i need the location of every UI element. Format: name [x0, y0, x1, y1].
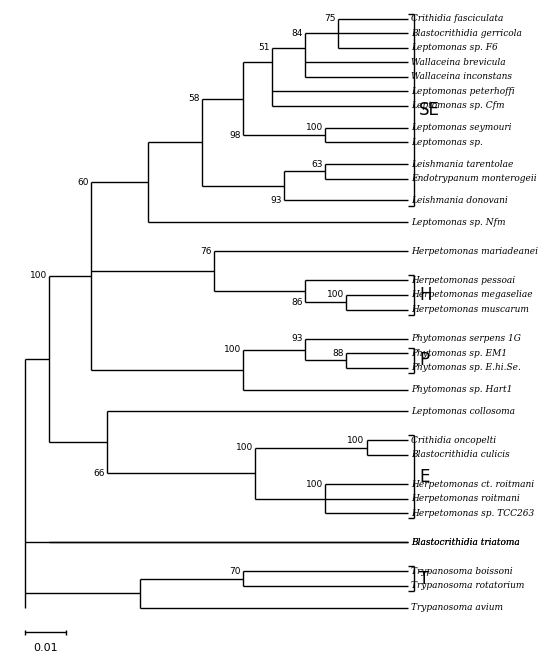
Text: Leptomonas peterhoffi: Leptomonas peterhoffi	[411, 87, 515, 96]
Text: 63: 63	[312, 160, 323, 169]
Text: Crithidia fasciculata: Crithidia fasciculata	[411, 14, 503, 23]
Text: 86: 86	[291, 298, 302, 307]
Text: Leptomonas collosoma: Leptomonas collosoma	[411, 407, 515, 416]
Text: Leishmania tarentolae: Leishmania tarentolae	[411, 160, 513, 169]
Text: 66: 66	[93, 468, 105, 478]
Text: Wallaceina brevicula: Wallaceina brevicula	[411, 58, 506, 67]
Text: Herpetomonas roitmani: Herpetomonas roitmani	[411, 494, 520, 503]
Text: 93: 93	[271, 196, 282, 205]
Text: 100: 100	[236, 443, 253, 452]
Text: Trypanosoma boissoni: Trypanosoma boissoni	[411, 567, 513, 576]
Text: 100: 100	[348, 436, 365, 445]
Text: H: H	[419, 286, 432, 304]
Text: 100: 100	[224, 345, 241, 354]
Text: Phytomonas sp. E.hi.Se.: Phytomonas sp. E.hi.Se.	[411, 363, 521, 373]
Text: Leptomonas sp.: Leptomonas sp.	[411, 138, 483, 147]
Text: 58: 58	[188, 94, 200, 103]
Text: T: T	[419, 570, 429, 587]
Text: 70: 70	[229, 567, 241, 576]
Text: 100: 100	[306, 480, 323, 489]
Text: 100: 100	[306, 124, 323, 132]
Text: Trypanosoma rotatorium: Trypanosoma rotatorium	[411, 581, 524, 591]
Text: 100: 100	[327, 290, 344, 300]
Text: Leptomonas seymouri: Leptomonas seymouri	[411, 124, 512, 132]
Text: Herpetomonas megaseliae: Herpetomonas megaseliae	[411, 290, 533, 300]
Text: Phytomonas sp. Hart1: Phytomonas sp. Hart1	[411, 385, 512, 394]
Text: 76: 76	[200, 247, 212, 256]
Text: 75: 75	[324, 14, 335, 23]
Text: Phytomonas sp. EM1: Phytomonas sp. EM1	[411, 349, 507, 357]
Text: Herpetomonas pessoai: Herpetomonas pessoai	[411, 276, 515, 285]
Text: Endotrypanum monterogeii: Endotrypanum monterogeii	[411, 174, 537, 183]
Text: Leptomonas sp. Cfm: Leptomonas sp. Cfm	[411, 101, 505, 110]
Text: Herpetomonas muscarum: Herpetomonas muscarum	[411, 305, 529, 314]
Text: 100: 100	[30, 271, 47, 281]
Text: Leptomonas sp. Nfm: Leptomonas sp. Nfm	[411, 217, 506, 227]
Text: Herpetomonas mariadeanei: Herpetomonas mariadeanei	[411, 247, 538, 256]
Text: 88: 88	[333, 349, 344, 357]
Text: Herpetomonas sp. TCC263: Herpetomonas sp. TCC263	[411, 509, 534, 518]
Text: Phytomonas serpens 1G: Phytomonas serpens 1G	[411, 334, 521, 343]
Text: Leptomonas sp. F6: Leptomonas sp. F6	[411, 43, 498, 53]
Text: P: P	[419, 351, 429, 369]
Text: 0.01: 0.01	[33, 643, 58, 652]
Text: Trypanosoma avium: Trypanosoma avium	[411, 603, 503, 612]
Text: 60: 60	[77, 178, 88, 187]
Text: E: E	[419, 468, 429, 486]
Text: 84: 84	[292, 29, 302, 37]
Text: Blastocrithidia culicis: Blastocrithidia culicis	[411, 451, 510, 459]
Text: Leishmania donovani: Leishmania donovani	[411, 196, 508, 205]
Text: Blastocrithidia triatoma: Blastocrithidia triatoma	[411, 537, 520, 547]
Text: Blastocrithidia triatoma: Blastocrithidia triatoma	[411, 537, 520, 547]
Text: 98: 98	[229, 131, 241, 139]
Text: 93: 93	[291, 334, 302, 343]
Text: Crithidia oncopelti: Crithidia oncopelti	[411, 436, 496, 445]
Text: 51: 51	[258, 43, 270, 53]
Text: Blastocrithidia gerricola: Blastocrithidia gerricola	[411, 29, 522, 37]
Text: SE: SE	[419, 101, 440, 119]
Text: Herpetomonas ct. roitmani: Herpetomonas ct. roitmani	[411, 480, 534, 489]
Text: Wallaceina inconstans: Wallaceina inconstans	[411, 72, 512, 81]
